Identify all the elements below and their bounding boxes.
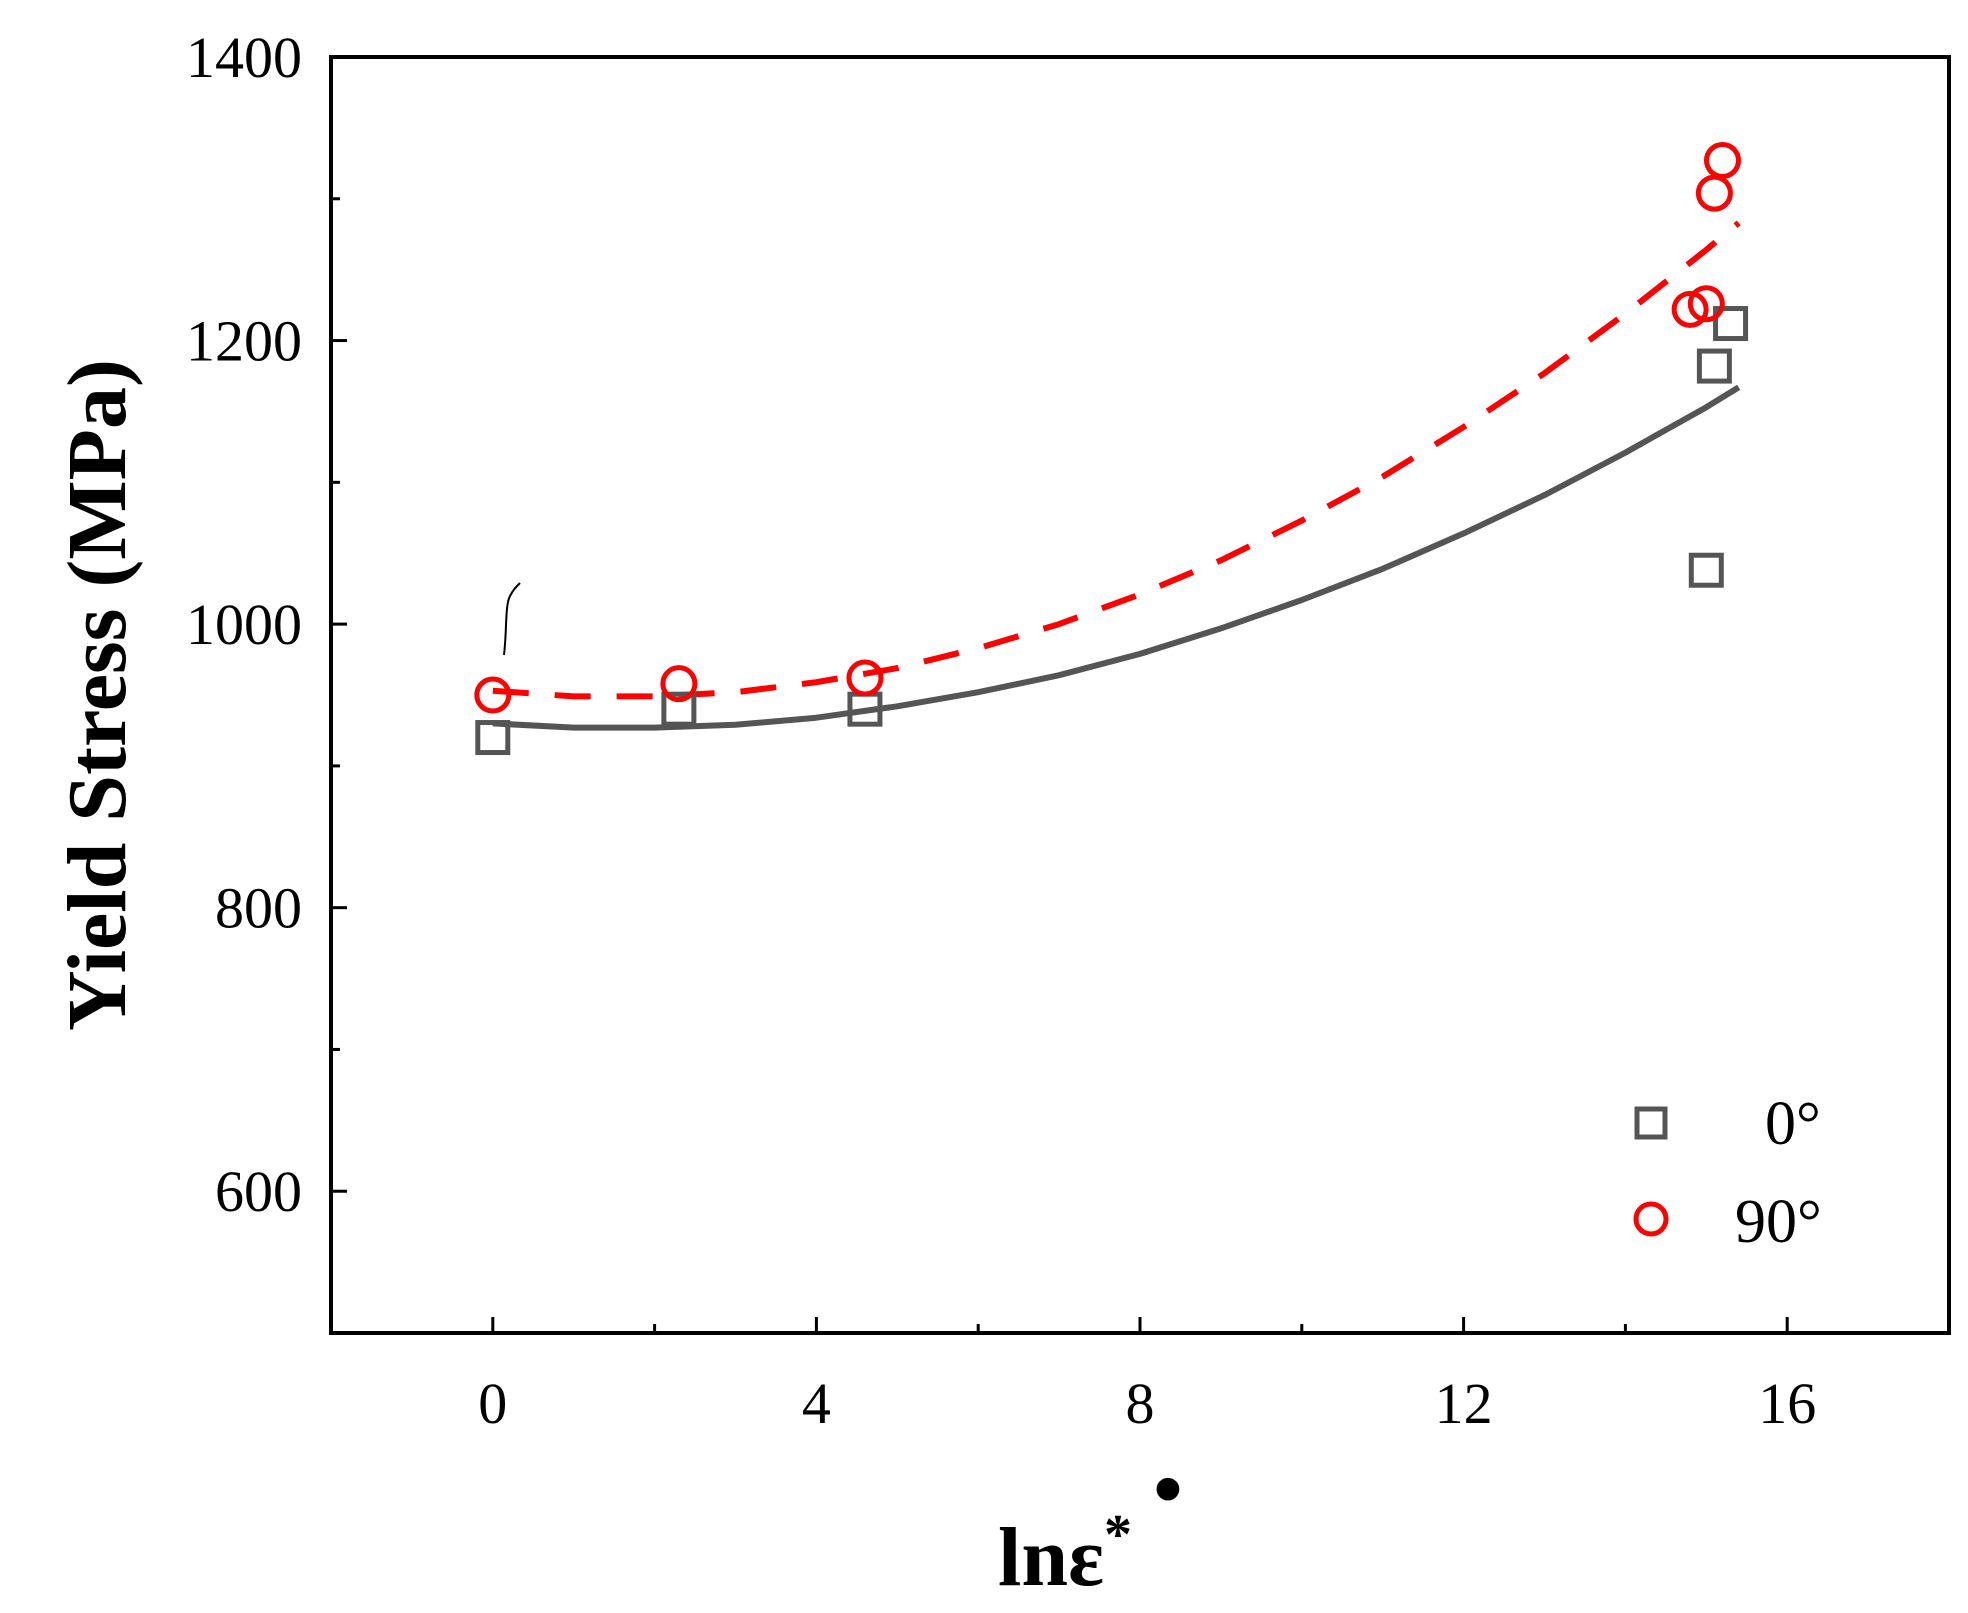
x-axis-title-superscript: * xyxy=(1104,1504,1132,1566)
x-axis-title-dot: • xyxy=(1153,1443,1182,1536)
y-tick-label: 1400 xyxy=(186,25,302,90)
fit-line-90deg xyxy=(492,220,1741,700)
legend-marker-0deg xyxy=(1634,1106,1668,1140)
data-point-90deg xyxy=(660,665,698,703)
y-tick-label: 600 xyxy=(215,1159,302,1224)
data-point-0deg xyxy=(475,720,511,756)
fit-line-0deg xyxy=(492,384,1741,731)
x-tick-label: 12 xyxy=(1435,1371,1493,1436)
data-point-90deg xyxy=(1671,290,1709,328)
legend-label-90deg: 90° xyxy=(1735,1188,1822,1256)
x-tick-label: 0 xyxy=(478,1371,507,1436)
x-axis-title: lnε* • xyxy=(998,1443,1183,1604)
legend-marker-90deg xyxy=(1633,1201,1669,1237)
data-point-0deg xyxy=(1696,348,1732,384)
x-axis-ticks: 0 4 8 12 16 xyxy=(478,1317,1816,1436)
stray-mark xyxy=(503,582,521,656)
y-tick-label: 1000 xyxy=(186,592,302,657)
data-point-0deg xyxy=(661,691,697,727)
svg-text:lnε*: lnε* xyxy=(998,1504,1132,1604)
y-tick-label: 800 xyxy=(215,876,302,941)
data-point-90deg xyxy=(1687,285,1725,323)
data-point-90deg xyxy=(1703,141,1741,179)
x-tick-label: 16 xyxy=(1758,1371,1816,1436)
y-axis-ticks: 600 800 1000 1200 1400 xyxy=(186,25,347,1224)
data-point-90deg xyxy=(1695,174,1733,212)
y-axis-title: Yield Stress (MPa) xyxy=(51,359,144,1031)
x-tick-label: 4 xyxy=(802,1371,831,1436)
data-markers xyxy=(474,141,1749,756)
x-axis-title-main: lnε xyxy=(998,1511,1104,1604)
legend: 0° 90° xyxy=(1633,1090,1822,1256)
fit-lines xyxy=(492,220,1741,731)
data-point-90deg xyxy=(846,659,884,697)
data-point-90deg xyxy=(474,676,512,714)
x-tick-label: 8 xyxy=(1126,1371,1155,1436)
y-tick-label: 1200 xyxy=(186,309,302,374)
data-point-0deg xyxy=(1713,306,1749,342)
legend-label-0deg: 0° xyxy=(1765,1090,1821,1158)
data-point-0deg xyxy=(1688,552,1724,588)
